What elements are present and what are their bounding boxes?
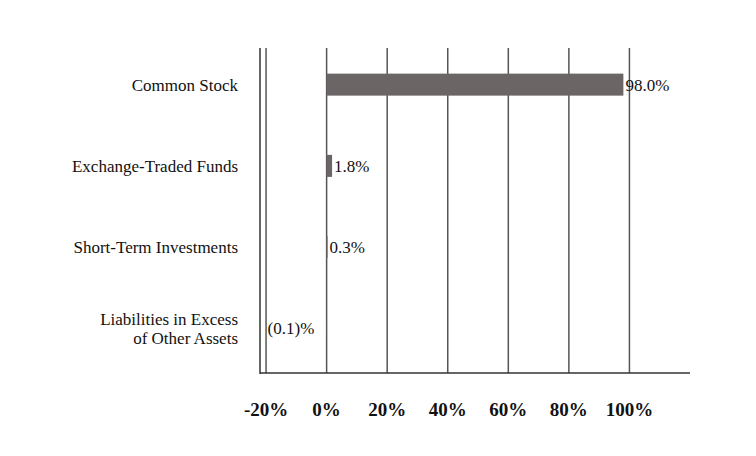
grid-line	[386, 48, 388, 373]
category-label: Short-Term Investments	[73, 238, 238, 257]
grid-line	[568, 48, 570, 373]
grid-line	[326, 48, 328, 373]
grid-line	[508, 48, 510, 373]
category-label: Common Stock	[132, 76, 239, 95]
tick-label: 80%	[550, 399, 588, 420]
tick-label: 60%	[489, 399, 527, 420]
tick-label: 20%	[368, 399, 406, 420]
bar	[327, 74, 624, 96]
chart: -20% 0% 20% 40% 60% 80% 100% Common Stock Exchan…	[0, 0, 756, 456]
data-label: (0.1)%	[268, 319, 315, 338]
grid-line	[265, 48, 267, 373]
bar	[326, 236, 328, 258]
data-label: 1.8%	[334, 157, 369, 176]
y-axis-line	[259, 48, 261, 374]
grid-line	[447, 48, 449, 373]
category-label: Exchange-Traded Funds	[72, 157, 238, 176]
data-label: 98.0%	[625, 76, 669, 95]
grid-line	[629, 48, 631, 373]
bar	[326, 317, 327, 339]
data-label: 0.3%	[330, 238, 365, 257]
tick-label: 100%	[606, 399, 654, 420]
x-axis-line	[260, 372, 690, 374]
tick-label: 0%	[312, 399, 341, 420]
bars	[326, 74, 623, 340]
bar	[327, 155, 332, 177]
tick-label: 40%	[429, 399, 467, 420]
category-label: Liabilities in Excessof Other Assets	[100, 310, 238, 348]
tick-label: -20%	[244, 399, 288, 420]
